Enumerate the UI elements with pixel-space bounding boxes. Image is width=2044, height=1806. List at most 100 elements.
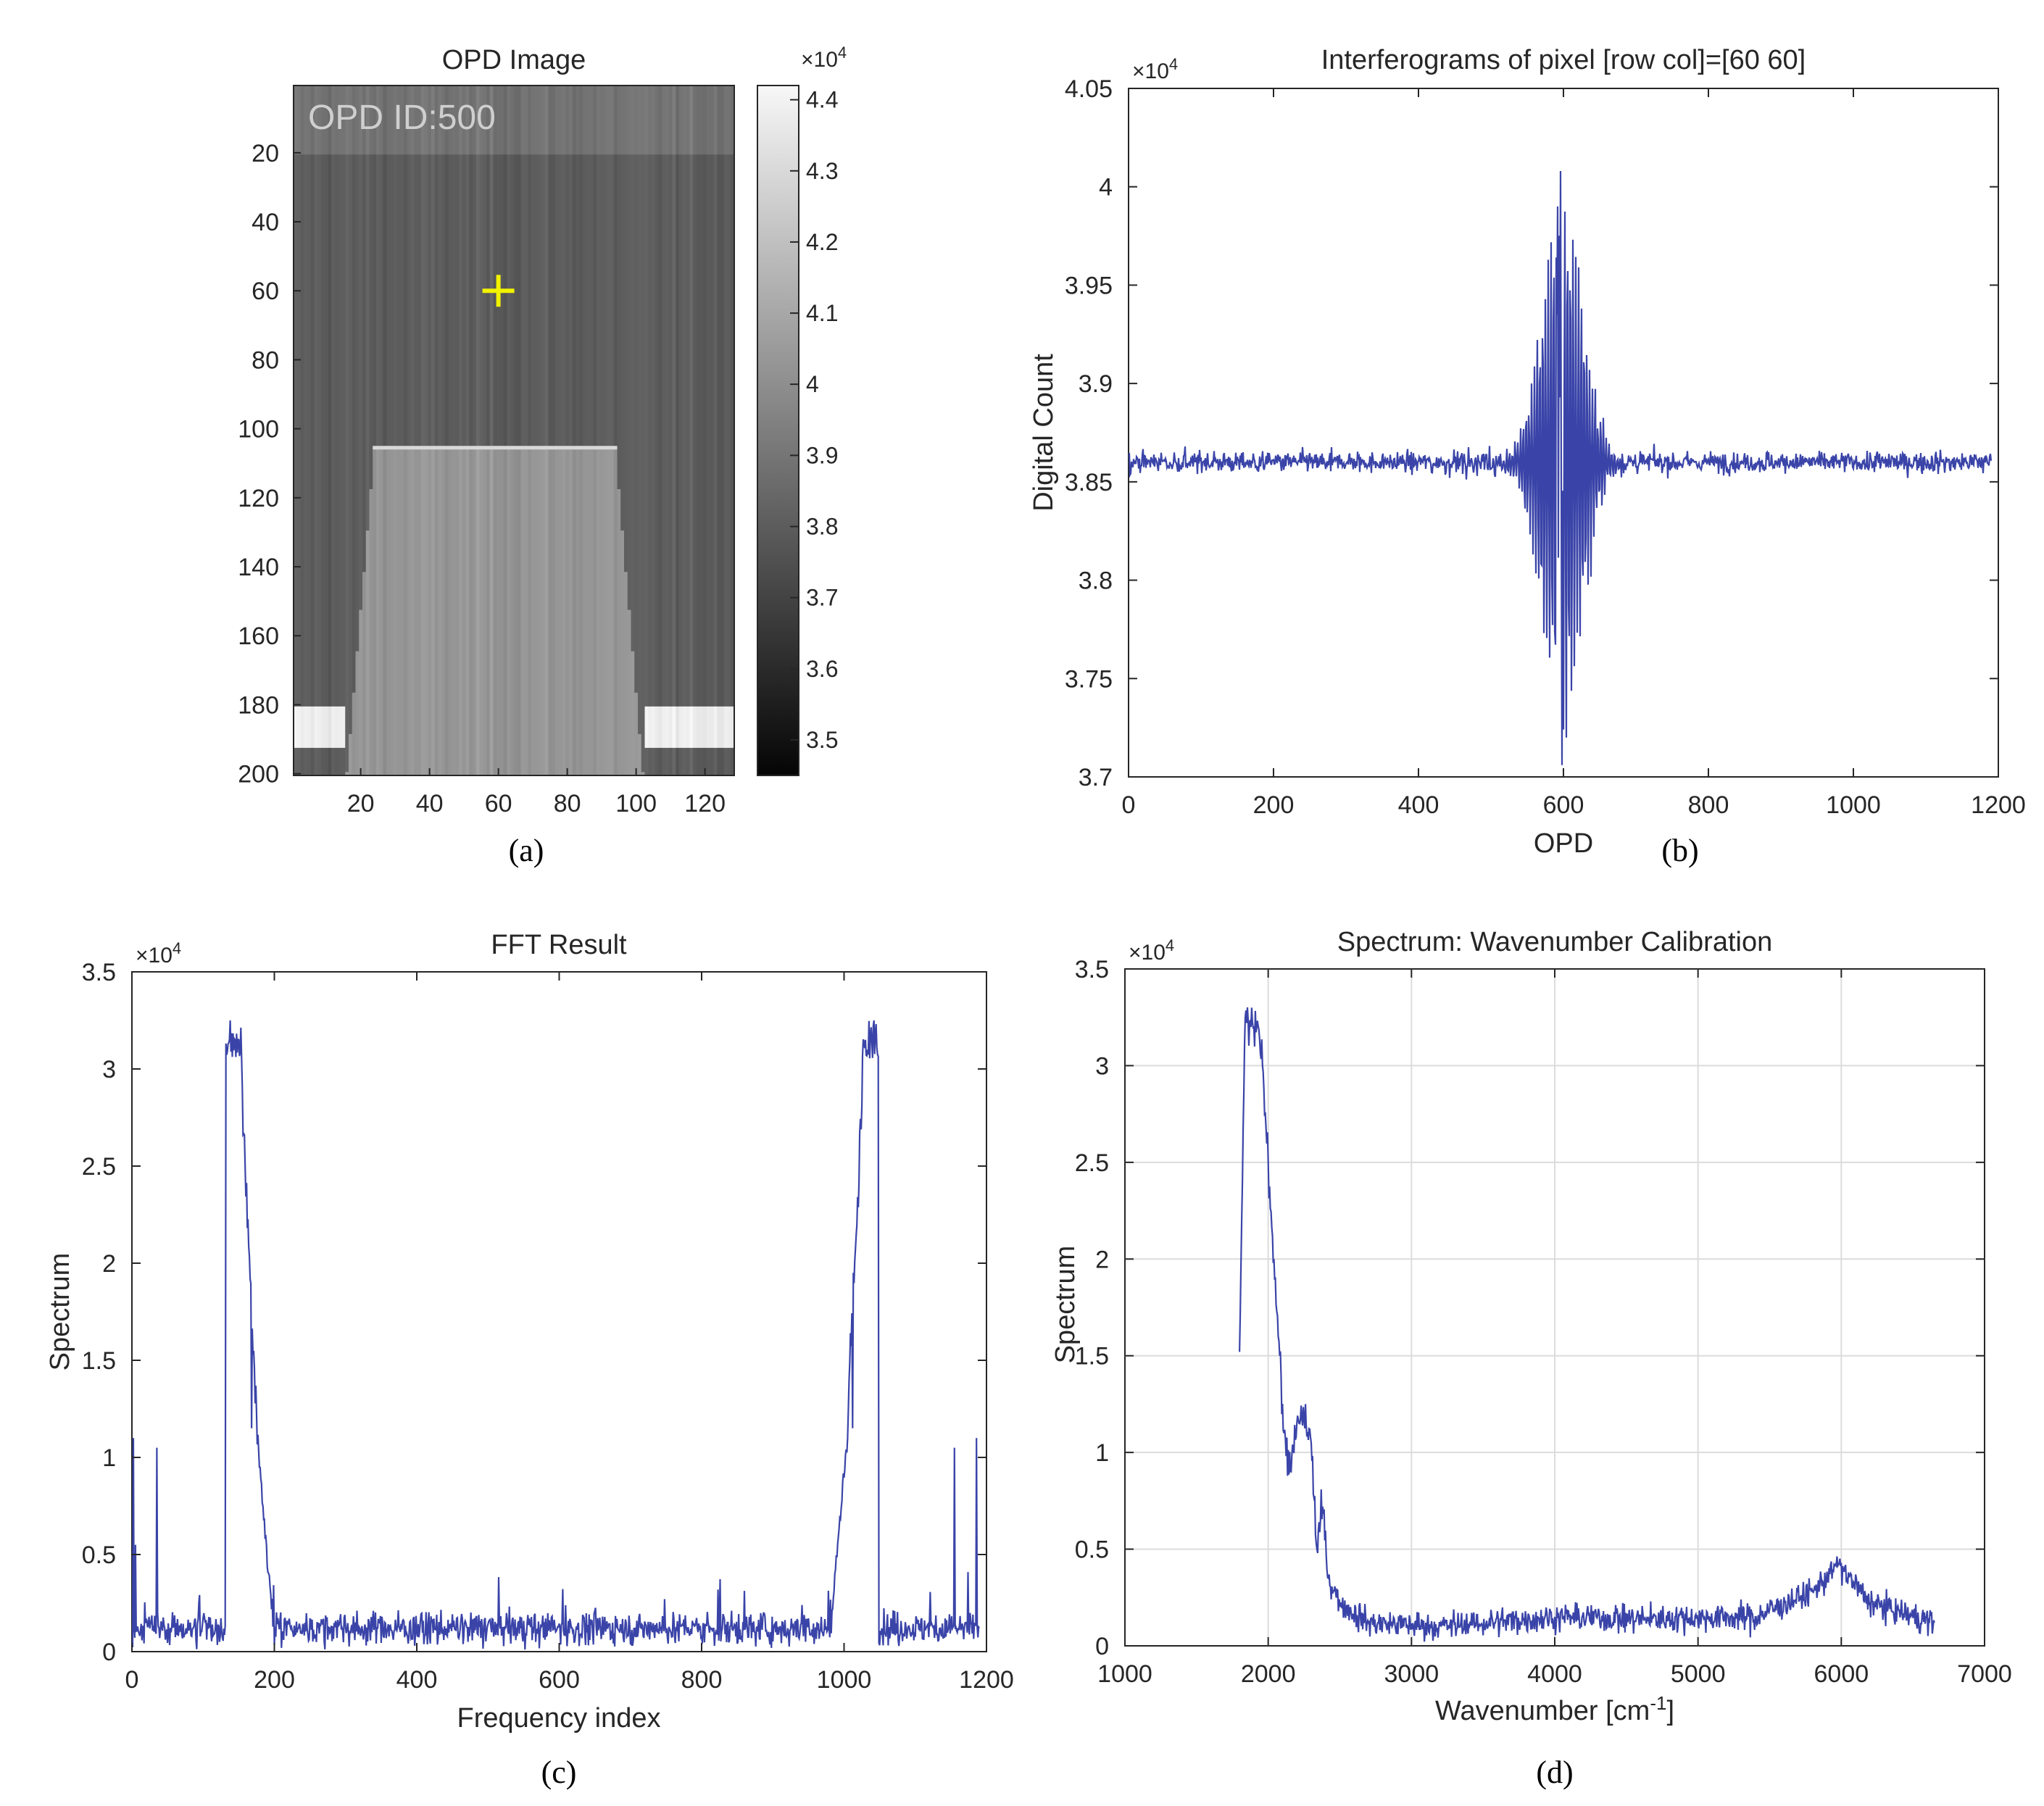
heatmap-cell — [638, 733, 642, 775]
heatmap-cell — [510, 154, 515, 449]
heatmap-cell — [686, 747, 690, 775]
heatmap-cell — [507, 447, 511, 775]
heatmap-cell — [641, 154, 646, 773]
heatmap-cell — [341, 86, 346, 155]
heatmap-cell — [341, 706, 346, 749]
panel-c-xtick-label: 200 — [254, 1666, 295, 1694]
heatmap-cell — [617, 86, 621, 155]
heatmap-cell — [500, 86, 504, 155]
heatmap-cell — [641, 772, 646, 775]
panel-b-plot — [1129, 170, 1993, 765]
heatmap-cell — [324, 86, 329, 155]
panel-b-exponent: ×10 — [1132, 59, 1169, 83]
heatmap-cell — [359, 86, 363, 155]
heatmap-cell — [662, 86, 666, 155]
heatmap-cell — [652, 86, 656, 155]
heatmap-cell — [658, 154, 662, 707]
heatmap-cell — [723, 154, 728, 707]
heatmap-cell — [424, 86, 428, 155]
panel-c-ytick-label: 3.5 — [82, 959, 116, 986]
heatmap-cell — [445, 86, 449, 155]
panel-d-ytick-label: 3 — [1095, 1052, 1109, 1080]
heatmap-cell — [558, 447, 563, 775]
heatmap-cell — [693, 154, 697, 707]
heatmap-cell — [586, 86, 591, 155]
heatmap-cell — [597, 447, 601, 775]
heatmap-cell — [723, 706, 728, 749]
heatmap-cell — [524, 447, 528, 775]
heatmap-cell — [576, 86, 580, 155]
heatmap-cell — [462, 154, 467, 449]
heatmap-cell — [420, 154, 425, 449]
heatmap-cell — [583, 447, 587, 775]
panel-a-axes-box — [293, 85, 735, 776]
heatmap-cell — [331, 86, 336, 155]
heatmap-cell — [475, 154, 481, 449]
heatmap-cell — [324, 747, 329, 775]
heatmap-cell — [679, 706, 684, 749]
heatmap-cell — [393, 86, 398, 155]
heatmap-cell — [517, 447, 522, 775]
heatmap-cell — [414, 154, 418, 449]
heatmap-cell — [486, 86, 491, 155]
heatmap-cell — [438, 86, 442, 155]
heatmap-cell — [589, 86, 594, 155]
heatmap-cell — [676, 747, 680, 775]
colorbar-tick-label: 3.7 — [806, 585, 838, 611]
heatmap-cell — [717, 706, 721, 749]
heatmap-cell — [365, 530, 370, 775]
heatmap-cell — [441, 86, 446, 155]
heatmap-cell — [349, 154, 353, 735]
heatmap-cell — [541, 447, 546, 775]
heatmap-cell — [644, 154, 649, 707]
heatmap-cell — [648, 86, 652, 155]
heatmap-cell — [699, 706, 704, 749]
spectrum-line — [1239, 1007, 1935, 1642]
heatmap-cell — [579, 154, 583, 449]
heatmap-cell — [583, 154, 587, 449]
heatmap-cell — [296, 706, 302, 749]
svg-text:×104: ×104 — [1132, 55, 1178, 83]
heatmap-cell — [407, 154, 412, 449]
heatmap-cell — [335, 86, 339, 155]
panel-c-ticks: 0 200 400 600 800 1000 1200 0 0.5 1 1.5 2 2.5 3 3.5 — [82, 959, 1014, 1694]
heatmap-cell — [304, 154, 308, 707]
heatmap-cell — [648, 154, 652, 707]
heatmap-cell — [579, 447, 583, 775]
heatmap-cell — [665, 154, 670, 707]
heatmap-cell — [314, 747, 318, 775]
heatmap-cell — [593, 86, 597, 155]
panel-a-ytick-label: 20 — [252, 140, 279, 167]
panel-b-xtick-label: 0 — [1122, 791, 1136, 819]
heatmap-cell — [407, 447, 412, 775]
heatmap-cell — [631, 154, 635, 652]
heatmap-cell — [434, 447, 439, 775]
panel-c-axes-box — [131, 971, 987, 1652]
panel-b-ytick-label: 4 — [1099, 174, 1113, 201]
heatmap-cell — [304, 86, 308, 155]
heatmap-cell — [723, 86, 728, 155]
heatmap-cell — [682, 747, 687, 775]
colorbar-tick-label: 3.6 — [806, 656, 838, 682]
heatmap-cell — [503, 86, 508, 155]
heatmap-cell — [455, 447, 460, 775]
heatmap-cell — [589, 447, 594, 775]
heatmap-cell — [362, 154, 367, 573]
heatmap-cell — [528, 86, 532, 155]
heatmap-cell — [569, 86, 573, 155]
panel-b-xtick-label: 600 — [1543, 791, 1584, 819]
heatmap-cell — [713, 154, 718, 707]
heatmap-cell — [524, 86, 528, 155]
heatmap-cell — [345, 772, 349, 775]
heatmap-cell — [717, 154, 721, 707]
heatmap-cell — [603, 447, 607, 775]
panel-a-title: OPD Image — [442, 45, 586, 75]
heatmap-cell — [376, 154, 381, 449]
heatmap-cell — [620, 154, 625, 531]
panel-a-xtick-label: 100 — [615, 790, 657, 817]
heatmap-cell — [465, 86, 470, 155]
heatmap-cell — [452, 447, 456, 775]
heatmap-cell — [538, 86, 542, 155]
heatmap-cell — [696, 86, 701, 155]
heatmap-cell — [693, 86, 697, 155]
